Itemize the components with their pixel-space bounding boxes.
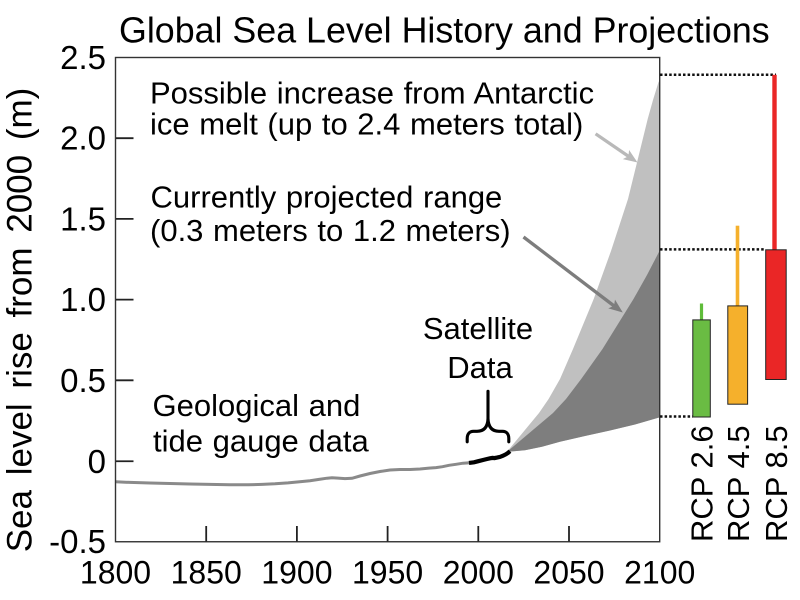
svg-text:Global Sea Level History and P: Global Sea Level History and Projections — [119, 11, 770, 51]
svg-text:ice melt (up to 2.4 meters tot: ice melt (up to 2.4 meters total) — [150, 107, 583, 142]
svg-text:Possible increase from Antarct: Possible increase from Antarctic — [150, 76, 594, 111]
svg-text:(0.3 meters to 1.2 meters): (0.3 meters to 1.2 meters) — [150, 213, 511, 248]
svg-text:-0.5: -0.5 — [49, 523, 106, 560]
svg-text:Geological and: Geological and — [153, 388, 361, 423]
svg-text:RCP 8.5: RCP 8.5 — [759, 425, 794, 542]
svg-text:1900: 1900 — [261, 555, 332, 591]
svg-text:2.0: 2.0 — [60, 120, 106, 157]
svg-text:RCP 4.5: RCP 4.5 — [721, 425, 756, 542]
svg-text:1.5: 1.5 — [60, 200, 106, 237]
svg-text:Data: Data — [447, 350, 513, 385]
svg-text:1850: 1850 — [171, 555, 242, 591]
svg-text:0.5: 0.5 — [60, 362, 106, 399]
svg-text:1800: 1800 — [80, 555, 151, 591]
svg-text:Sea level rise from 2000 (m): Sea level rise from 2000 (m) — [1, 88, 40, 553]
svg-text:0: 0 — [88, 443, 106, 480]
svg-text:tide gauge data: tide gauge data — [153, 424, 370, 459]
svg-text:2100: 2100 — [624, 555, 695, 591]
svg-text:2000: 2000 — [443, 555, 514, 591]
svg-text:2050: 2050 — [533, 555, 604, 591]
svg-text:2.5: 2.5 — [60, 39, 106, 76]
svg-text:Satellite: Satellite — [423, 311, 533, 346]
svg-text:RCP 2.6: RCP 2.6 — [685, 425, 720, 542]
svg-text:Currently projected range: Currently projected range — [151, 180, 503, 215]
svg-text:1950: 1950 — [352, 555, 423, 591]
svg-text:1.0: 1.0 — [60, 281, 106, 318]
